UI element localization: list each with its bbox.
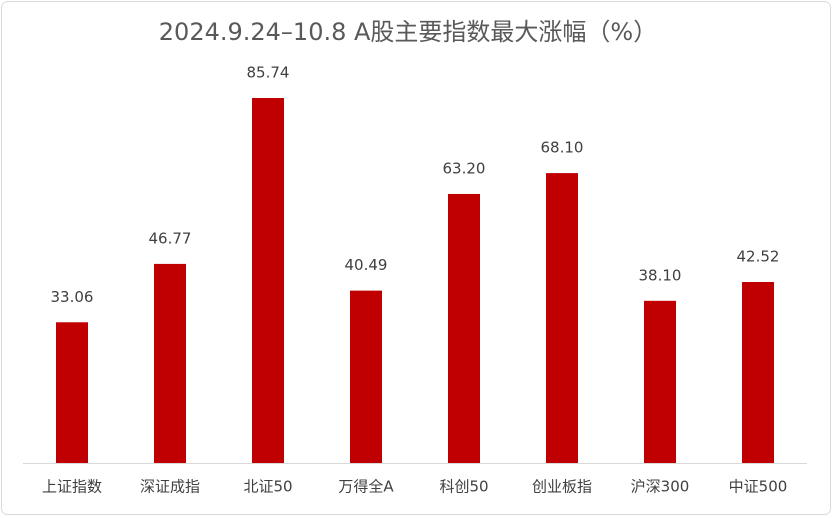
x-tick-label: 创业板指 xyxy=(532,478,592,496)
value-label: 46.77 xyxy=(149,229,192,247)
value-label: 68.10 xyxy=(541,139,584,157)
bar xyxy=(448,193,480,463)
x-tick-label: 深证成指 xyxy=(140,478,200,496)
x-tick-label: 万得全A xyxy=(338,478,394,496)
value-label: 85.74 xyxy=(247,64,290,82)
value-label: 40.49 xyxy=(345,256,388,274)
value-label: 42.52 xyxy=(737,247,780,265)
bar xyxy=(56,322,88,463)
bar xyxy=(546,173,578,463)
x-tick-label: 上证指数 xyxy=(42,478,102,496)
bar xyxy=(350,290,382,463)
bar xyxy=(742,281,774,463)
chart-title: 2024.9.24–10.8 A股主要指数最大涨幅（%） xyxy=(159,18,657,46)
x-tick-label: 科创50 xyxy=(439,478,488,496)
x-tick-label: 北证50 xyxy=(243,478,292,496)
x-tick-label: 沪深300 xyxy=(631,478,690,496)
bar xyxy=(644,300,676,463)
bar xyxy=(154,263,186,463)
x-tick-label: 中证500 xyxy=(729,478,788,496)
value-label: 63.20 xyxy=(443,159,486,177)
value-label: 33.06 xyxy=(51,288,94,306)
bar xyxy=(252,98,284,463)
value-label: 38.10 xyxy=(639,266,682,284)
